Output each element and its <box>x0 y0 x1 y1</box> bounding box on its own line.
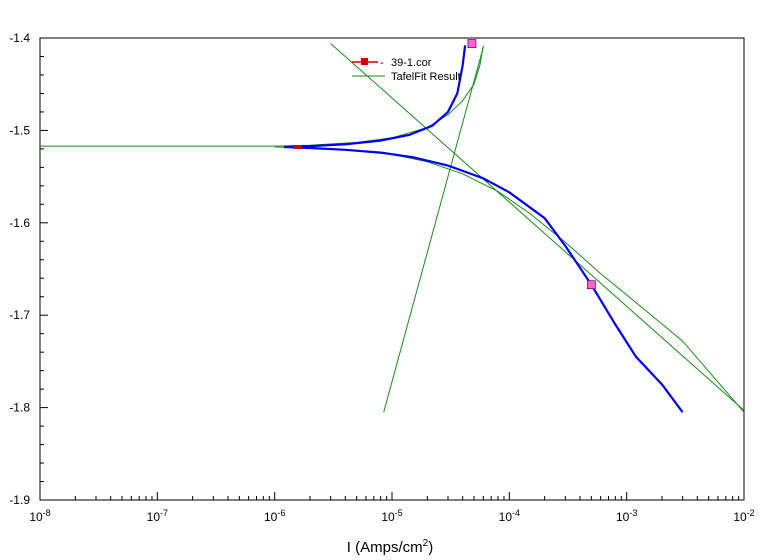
x-axis-title-main: I (Amps/cm <box>347 539 423 556</box>
legend-label-fit: TafelFit Result <box>391 71 461 83</box>
legend-dash: - <box>380 57 384 69</box>
x-tick-label: 10-5 <box>381 508 402 524</box>
y-tick-label: -1.8 <box>9 401 30 415</box>
y-tick-label: -1.9 <box>9 493 30 507</box>
x-tick-label: 10-3 <box>616 508 637 524</box>
x-axis-title-close: ) <box>428 539 433 556</box>
y-tick-label: -1.4 <box>9 31 30 45</box>
x-tick-label: 10-8 <box>29 508 50 524</box>
series-lines <box>40 43 745 413</box>
x-tick-label: 10-6 <box>264 508 285 524</box>
legend-marker-data <box>361 58 368 65</box>
fit-marker <box>467 39 477 48</box>
y-tick-label: -1.7 <box>9 308 30 322</box>
tafel-fit-line-1 <box>40 45 484 147</box>
axis-ticks: 10-8 10-7 10-6 10-5 10-4 10-3 10-2 -1.4 -1.5 -1.6… <box>9 31 754 524</box>
x-tick-label: 10-2 <box>733 508 754 524</box>
legend: - 39-1.cor TafelFit Result <box>352 57 461 83</box>
tafel-fit-line-3 <box>383 47 484 413</box>
fit-markers <box>467 39 596 290</box>
tafel-fit-line-4 <box>330 43 745 411</box>
x-axis-title: I (Amps/cm2) <box>347 538 433 556</box>
y-tick-label: -1.5 <box>9 123 30 137</box>
x-axis-title-sup: 2 <box>423 538 429 549</box>
measured-curve <box>283 45 684 413</box>
x-tick-label: 10-7 <box>147 508 168 524</box>
x-tick-label: 10-4 <box>499 508 520 524</box>
fit-marker <box>586 280 596 290</box>
y-tick-label: -1.6 <box>9 216 30 230</box>
legend-label-data: 39-1.cor <box>391 57 432 69</box>
plot-area <box>39 37 745 501</box>
measured-ecorr-marker <box>293 145 302 150</box>
